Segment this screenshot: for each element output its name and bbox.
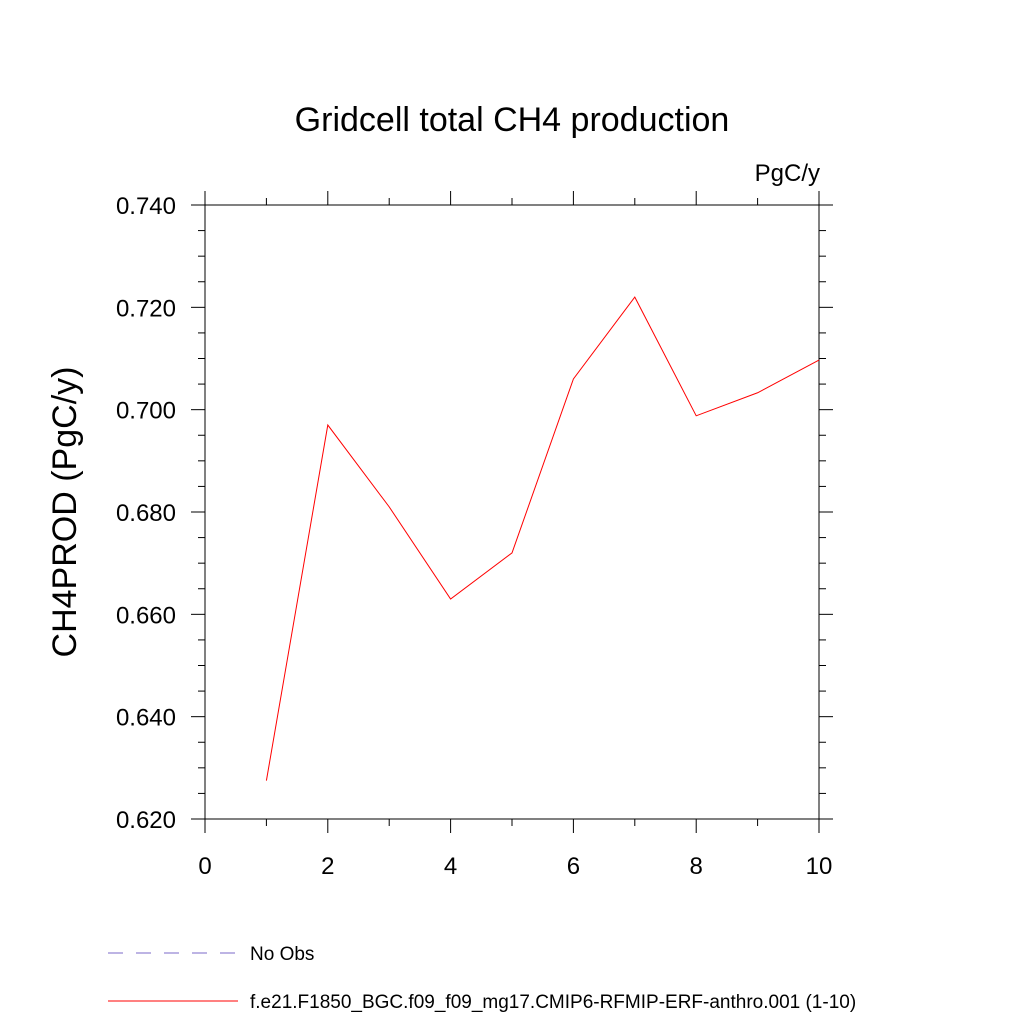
legend-label-series: f.e21.F1850_BGC.f09_f09_mg17.CMIP6-RFMIP… — [250, 992, 856, 1013]
y-tick-label: 0.640 — [116, 705, 176, 732]
y-tick-label: 0.740 — [116, 193, 176, 220]
series-line-0 — [265, 296, 820, 781]
units-label: PgC/y — [755, 160, 820, 187]
series-layer — [265, 296, 820, 781]
y-tick-label: 0.620 — [116, 807, 176, 834]
axis-ticks: 0 2 4 6 8 10 0.620 0.640 0.660 0.680 0.700 0.720 0.7… — [116, 191, 833, 880]
x-tick-label: 2 — [321, 853, 334, 880]
chart-title: Gridcell total CH4 production — [295, 101, 730, 139]
x-tick-label: 0 — [198, 853, 211, 880]
x-tick-label: 4 — [444, 853, 457, 880]
plot-frame — [204, 204, 820, 820]
x-tick-label: 6 — [567, 853, 580, 880]
y-tick-label: 0.720 — [116, 295, 176, 322]
legend-label-no-obs: No Obs — [250, 944, 314, 965]
y-tick-label: 0.660 — [116, 602, 176, 629]
legend: No Obs f.e21.F1850_BGC.f09_f09_mg17.CMIP… — [108, 944, 856, 1013]
x-tick-label: 8 — [690, 853, 703, 880]
y-tick-label: 0.700 — [116, 398, 176, 425]
y-axis-label: CH4PROD (PgC/y) — [46, 367, 84, 658]
y-tick-label: 0.680 — [116, 500, 176, 527]
x-tick-label: 10 — [806, 853, 833, 880]
